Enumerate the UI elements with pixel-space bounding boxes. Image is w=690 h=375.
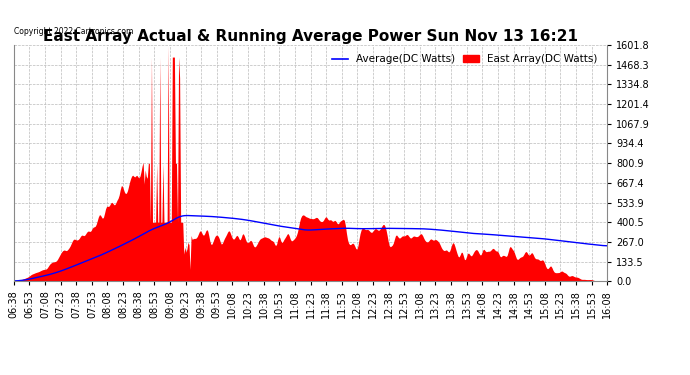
Text: Copyright 2022 Cartronics.com: Copyright 2022 Cartronics.com — [14, 27, 133, 36]
Title: East Array Actual & Running Average Power Sun Nov 13 16:21: East Array Actual & Running Average Powe… — [43, 29, 578, 44]
Legend: Average(DC Watts), East Array(DC Watts): Average(DC Watts), East Array(DC Watts) — [328, 50, 602, 69]
